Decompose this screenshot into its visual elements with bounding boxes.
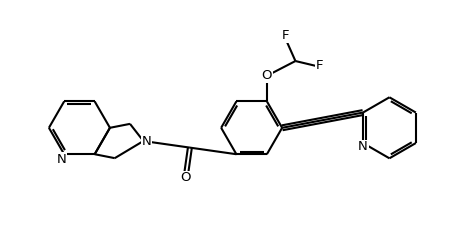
Text: F: F bbox=[282, 29, 289, 42]
Text: O: O bbox=[180, 171, 191, 184]
Text: N: N bbox=[358, 140, 368, 153]
Text: O: O bbox=[262, 69, 272, 82]
Text: F: F bbox=[316, 59, 323, 73]
Text: N: N bbox=[141, 134, 151, 148]
Text: N: N bbox=[57, 153, 67, 166]
